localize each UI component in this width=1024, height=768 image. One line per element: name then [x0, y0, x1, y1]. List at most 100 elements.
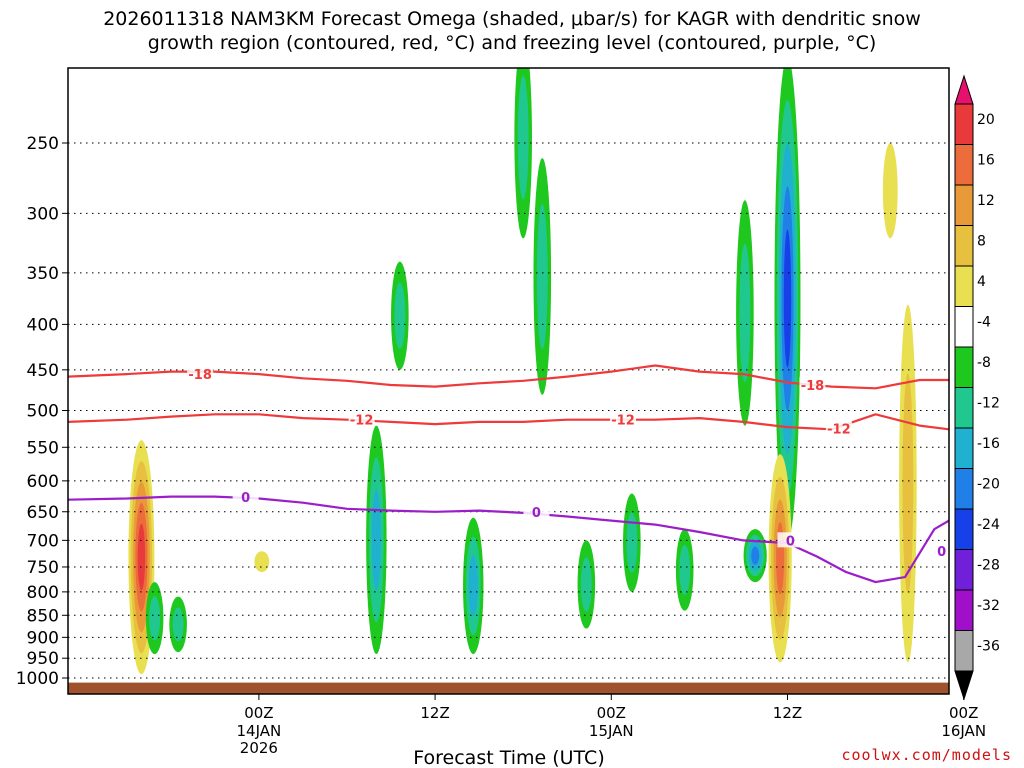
y-tick-label-800: 800: [27, 583, 59, 603]
y-tick-label-950: 950: [27, 649, 59, 669]
y-tick-label-450: 450: [27, 361, 59, 381]
contour-label-2: -12: [611, 414, 635, 429]
contour-label-0: -18: [188, 368, 212, 383]
colorbar-label-3: 8: [977, 234, 986, 250]
colorbar-segment-8: [954, 387, 974, 429]
colorbar-segment-11: [954, 508, 974, 550]
colorbar-label-4: 4: [977, 274, 986, 290]
colorbar-label-2: 12: [977, 193, 995, 209]
plot-border: [67, 67, 950, 695]
terrain-band: [68, 682, 949, 694]
omega-cell-5-level-1: [394, 282, 406, 350]
colorbar-segment-4: [954, 225, 974, 267]
contour-label-bg-8: [928, 543, 955, 559]
colorbar-label-8: -16: [977, 436, 1000, 452]
colorbar-segment-6: [954, 306, 974, 348]
omega-cell-6-level-2: [468, 555, 478, 617]
colorbar-label-12: -32: [977, 598, 1000, 614]
colorbar-segment-7: [954, 346, 974, 388]
omega-cell-12-level-1: [739, 243, 751, 383]
omega-cell-10-level-1: [626, 512, 638, 573]
contour-label-bg-7: [777, 532, 804, 548]
contour-label-bg-5: [232, 489, 259, 505]
contour-label-bg-2: [610, 411, 637, 427]
contour-line-2: [68, 495, 949, 584]
colorbar-label-6: -8: [977, 355, 991, 371]
omega-cell-8-level-1: [536, 203, 548, 350]
colorbar-label-7: -12: [977, 396, 1000, 412]
colorbar-label-13: -36: [977, 639, 1000, 655]
footer-credit[interactable]: coolwx.com/models: [841, 746, 1012, 764]
x-tick-label-3: 12Z: [773, 704, 802, 722]
x-tick-date-0: 14JAN: [237, 722, 282, 740]
contour-label-bg-4: [825, 420, 852, 436]
omega-cell-17-level-0: [882, 143, 898, 239]
omega-cell-7-level-1: [517, 75, 529, 200]
omega-cell-1-level-1: [149, 595, 161, 641]
y-tick-label-850: 850: [27, 606, 59, 626]
colorbar-segment-9: [954, 427, 974, 469]
y-tick-label-900: 900: [27, 628, 59, 648]
contour-label-7: 0: [786, 534, 795, 549]
y-tick-label-500: 500: [27, 402, 59, 422]
y-tick-label-600: 600: [27, 472, 59, 492]
contour-label-8: 0: [937, 545, 946, 560]
omega-cell-0-level-4: [137, 523, 146, 591]
colorbar-segment-12: [954, 549, 974, 591]
omega-cell-11-level-1: [679, 544, 691, 596]
terrain-rect: [68, 682, 949, 694]
y-tick-label-300: 300: [27, 204, 59, 224]
colorbar-segment-2: [954, 144, 974, 186]
y-tick-label-350: 350: [27, 264, 59, 284]
contour-line-1: [68, 413, 949, 431]
colorbar-bottom-arrow: [954, 670, 974, 701]
x-tick-label-4: 00Z: [949, 704, 978, 722]
colorbar-segment-10: [954, 468, 974, 510]
contour-label-5: 0: [241, 491, 250, 506]
contour-label-1: -12: [350, 414, 374, 429]
colorbar-label-1: 16: [977, 153, 995, 169]
omega-cell-3-level-0: [254, 551, 270, 573]
colorbar-label-9: -20: [977, 477, 1000, 493]
y-tick-label-1000: 1000: [16, 669, 59, 689]
contour-label-3: -18: [801, 379, 825, 394]
colorbar-segment-5: [954, 265, 974, 307]
colorbar: 20 16 12 8 4 -4 -8 -12 -16 -20 -24 -28 -32 -36: [954, 74, 1000, 701]
y-tick-label-550: 550: [27, 438, 59, 458]
contour-label-4: -12: [827, 423, 851, 438]
omega-cell-13-level-4: [783, 229, 792, 368]
colorbar-label-11: -28: [977, 558, 1000, 574]
colorbar-segment-13: [954, 589, 974, 631]
contour-labels: -18 -12 -12 -18 -12 0 0 0 0: [187, 366, 955, 560]
colorbar-segment-14: [954, 630, 974, 672]
x-tick-date-2: 15JAN: [589, 722, 634, 740]
chart-title-line1: 2026011318 NAM3KM Forecast Omega (shaded…: [103, 8, 921, 30]
colorbar-segment-1: [954, 103, 974, 145]
y-tick-label-250: 250: [27, 134, 59, 154]
omega-cell-15-level-3: [751, 546, 760, 565]
x-axis-title: Forecast Time (UTC): [413, 747, 604, 768]
x-tick-label-1: 12Z: [420, 704, 449, 722]
y-tick-label-700: 700: [27, 531, 59, 551]
contour-label-bg-1: [348, 411, 375, 427]
omega-cell-4-level-2: [371, 489, 381, 591]
contour-label-bg-3: [799, 376, 826, 392]
colorbar-label-5: -4: [977, 315, 991, 331]
colorbar-top-arrow: [954, 74, 974, 105]
x-tick-date-4: 16JAN: [941, 722, 986, 740]
contour-label-bg-6: [523, 503, 550, 519]
contour-label-6: 0: [532, 506, 541, 521]
colorbar-label-0: 20: [977, 112, 995, 128]
y-tick-label-400: 400: [27, 315, 59, 335]
y-tick-label-650: 650: [27, 503, 59, 523]
x-tick-label-0: 00Z: [244, 704, 273, 722]
pressure-gridlines: [68, 142, 949, 679]
y-axis: 2503003504004505005506006507007508008509…: [16, 134, 68, 689]
omega-cell-9-level-1: [580, 557, 592, 612]
colorbar-label-10: -24: [977, 517, 1000, 533]
omega-shading: [128, 68, 917, 675]
y-tick-label-750: 750: [27, 558, 59, 578]
chart-title-line2: growth region (contoured, red, °C) and f…: [147, 32, 877, 54]
